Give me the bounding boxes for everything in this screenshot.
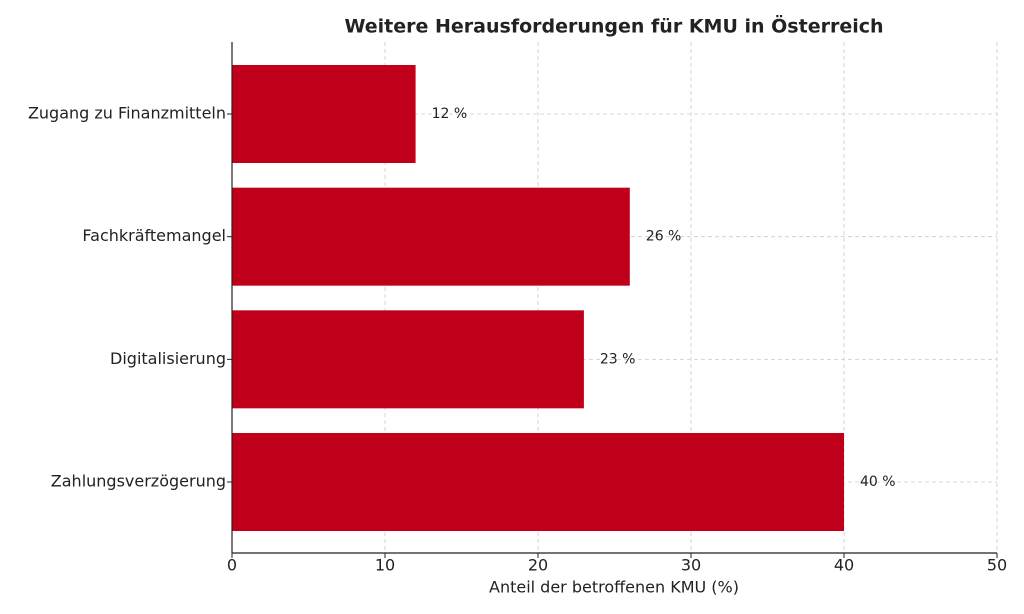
x-tick-label: 0 [227,556,237,575]
y-tick-label: Fachkräftemangel [82,226,226,245]
value-label: 23 % [600,351,636,367]
y-tick-label: Zugang zu Finanzmitteln [28,104,226,123]
bar [232,310,584,409]
chart-title: Weitere Herausforderungen für KMU in Öst… [344,14,883,38]
x-tick-label: 40 [834,556,854,575]
y-tick-label: Digitalisierung [110,349,226,368]
value-label: 26 % [646,229,682,245]
x-tick-label: 10 [375,556,395,575]
x-tick-label: 20 [528,556,548,575]
bar [232,65,416,163]
value-label: 12 % [432,106,468,122]
bar [232,187,630,286]
bar [232,433,844,532]
y-tick-label: Zahlungsverzögerung [51,472,226,491]
x-tick-label: 50 [987,556,1007,575]
x-tick-label: 30 [681,556,701,575]
value-label: 40 % [860,474,896,490]
x-axis-label: Anteil der betroffenen KMU (%) [489,578,739,597]
